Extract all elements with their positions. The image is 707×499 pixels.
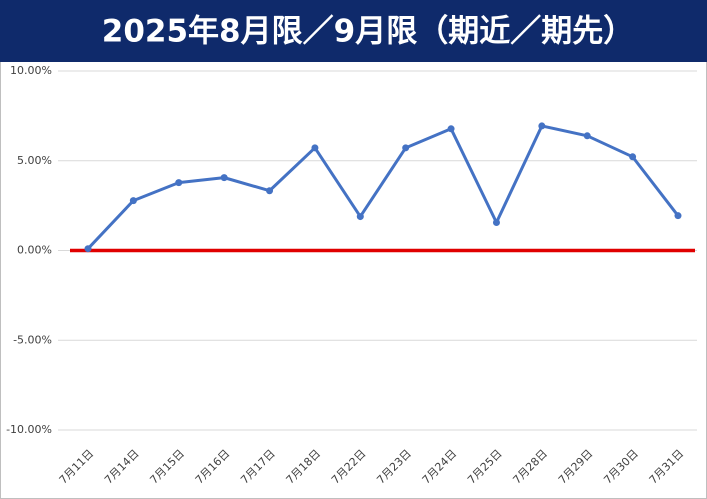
data-point bbox=[402, 144, 410, 152]
y-tick-label: -10.00% bbox=[6, 423, 52, 436]
data-point bbox=[674, 212, 682, 220]
data-point bbox=[129, 197, 137, 205]
data-point bbox=[583, 132, 591, 140]
data-point bbox=[266, 187, 274, 195]
data-line bbox=[86, 124, 680, 250]
data-point bbox=[311, 144, 319, 152]
y-tick-label: -5.00% bbox=[13, 333, 52, 346]
data-point bbox=[356, 213, 364, 221]
data-point bbox=[175, 179, 183, 187]
data-point bbox=[492, 218, 500, 226]
data-point bbox=[84, 245, 92, 253]
y-tick-label: 10.00% bbox=[10, 64, 52, 77]
data-point bbox=[629, 153, 637, 161]
data-point bbox=[220, 174, 228, 182]
y-tick-label: 0.00% bbox=[17, 244, 52, 257]
chart-title: 2025年8月限／9月限（期近／期先） bbox=[102, 14, 634, 50]
data-point bbox=[538, 122, 546, 130]
title-banner bbox=[0, 0, 707, 62]
y-tick-label: 5.00% bbox=[17, 154, 52, 167]
data-point bbox=[447, 125, 455, 133]
